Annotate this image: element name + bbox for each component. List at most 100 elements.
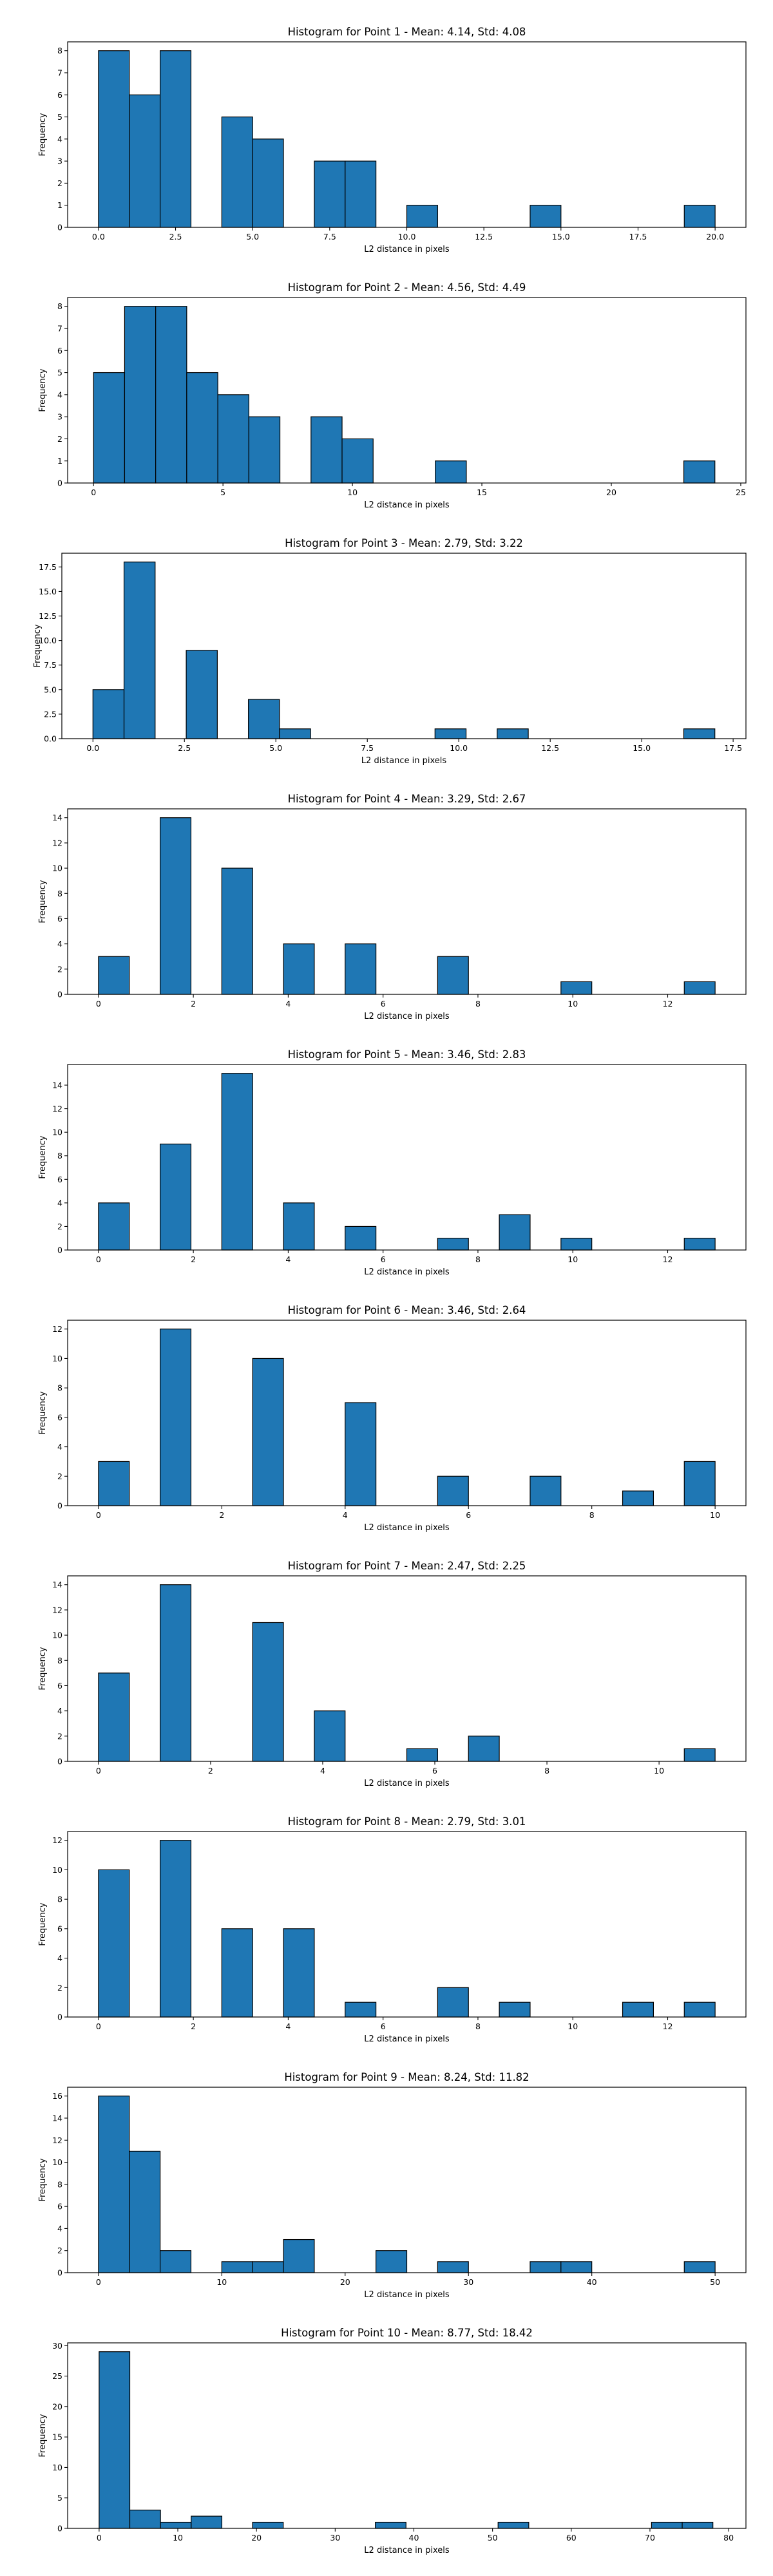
x-tick-label: 2.5 (178, 743, 191, 753)
y-axis-label: Frequency (38, 1647, 48, 1690)
x-tick-label: 8 (589, 1510, 595, 1520)
x-tick-label: 20 (606, 488, 616, 497)
histogram-bar (99, 2351, 131, 2529)
x-tick-label: 5.0 (246, 232, 259, 242)
x-tick-label: 0 (96, 1255, 101, 1264)
histogram-bar (499, 2002, 531, 2018)
y-tick-label: 2 (57, 1983, 62, 1993)
x-tick-label: 2 (191, 2022, 196, 2031)
x-axis-label: L2 distance in pixels (364, 2290, 450, 2300)
y-tick-label: 2 (57, 1472, 62, 1481)
histogram-bar (186, 372, 218, 484)
chart-title: Histogram for Point 6 - Mean: 3.46, Std:… (288, 1304, 526, 1316)
histogram-bar (221, 2261, 253, 2273)
x-tick-label: 6 (381, 1255, 386, 1264)
x-axis-label: L2 distance in pixels (364, 500, 450, 510)
x-tick-label: 5.0 (269, 743, 282, 753)
y-axis-label: Frequency (38, 2414, 48, 2457)
x-axis-label: L2 distance in pixels (364, 1012, 450, 1021)
chart-title: Histogram for Point 1 - Mean: 4.14, Std:… (288, 26, 526, 38)
x-tick-label: 10 (216, 2277, 227, 2287)
x-tick-label: 4 (343, 1510, 348, 1520)
x-tick-label: 5 (220, 488, 225, 497)
histogram-bar (221, 116, 253, 228)
histogram-bar (159, 2250, 192, 2273)
x-tick-label: 70 (645, 2533, 655, 2543)
y-axis-label: Frequency (38, 2158, 48, 2201)
x-tick-label: 25 (736, 488, 746, 497)
x-axis-label: L2 distance in pixels (364, 2034, 450, 2044)
y-tick-label: 5 (57, 368, 62, 377)
y-tick-label: 4 (57, 134, 62, 144)
y-tick-label: 4 (57, 390, 62, 399)
histogram-bar (252, 1622, 284, 1762)
y-tick-label: 2 (57, 1222, 62, 1231)
histogram-bar (437, 1475, 469, 1506)
y-tick-label: 10 (52, 1354, 62, 1363)
x-tick-label: 20.0 (706, 232, 724, 242)
y-tick-label: 8 (57, 889, 62, 898)
x-tick-label: 40 (587, 2277, 597, 2287)
y-tick-label: 3 (57, 412, 62, 422)
y-tick-label: 6 (57, 90, 62, 100)
histogram-bar (560, 1238, 593, 1251)
y-tick-label: 0 (57, 2268, 62, 2278)
histogram-panel-9: Histogram for Point 9 - Mean: 8.24, Std:… (38, 2071, 747, 2300)
histogram-bar (159, 1840, 192, 2018)
histogram-bar (124, 306, 157, 484)
chart-title: Histogram for Point 3 - Mean: 2.79, Std:… (285, 537, 523, 549)
x-tick-label: 0.0 (92, 232, 105, 242)
y-tick-label: 8 (57, 301, 62, 311)
histogram-bar (530, 1475, 562, 1506)
histogram-panel-6: Histogram for Point 6 - Mean: 3.46, Std:… (38, 1304, 747, 1533)
x-tick-label: 12 (663, 999, 673, 1009)
plot-frame (67, 2342, 747, 2529)
x-tick-label: 4 (285, 999, 291, 1009)
y-axis-label: Frequency (38, 1391, 48, 1434)
histogram-bar (310, 416, 343, 484)
x-tick-label: 6 (381, 999, 386, 1009)
x-tick-label: 10 (710, 1510, 720, 1520)
y-tick-label: 7 (57, 68, 62, 78)
histogram-bar (252, 138, 284, 228)
y-tick-label: 0 (57, 478, 62, 488)
x-axis-label: L2 distance in pixels (364, 2546, 450, 2555)
histogram-bar (345, 943, 377, 995)
y-tick-label: 17.5 (39, 562, 57, 572)
plot-frame (67, 1064, 747, 1251)
histogram-bar (283, 1928, 315, 2018)
y-tick-label: 8 (57, 1656, 62, 1665)
x-tick-label: 8 (475, 1255, 481, 1264)
x-tick-label: 17.5 (629, 232, 647, 242)
x-tick-label: 10 (173, 2533, 183, 2543)
histogram-bar (376, 2250, 408, 2273)
histogram-bar (497, 728, 529, 739)
histogram-bar (530, 205, 562, 228)
histogram-bar (221, 867, 253, 995)
histogram-bar (129, 2510, 161, 2529)
y-tick-label: 0 (57, 2524, 62, 2533)
x-axis-label: L2 distance in pixels (364, 1523, 450, 1533)
x-tick-label: 15.0 (633, 743, 651, 753)
y-tick-label: 4 (57, 2224, 62, 2233)
histogram-bar (283, 2239, 315, 2273)
y-tick-label: 12.5 (39, 611, 57, 621)
histogram-bar (406, 205, 438, 228)
histogram-bar (406, 1748, 438, 1762)
x-tick-label: 10.0 (398, 232, 416, 242)
chart-title: Histogram for Point 8 - Mean: 2.79, Std:… (288, 1815, 526, 1828)
x-tick-label: 6 (432, 1766, 437, 1776)
y-tick-label: 10 (52, 864, 62, 873)
plot-frame (67, 297, 747, 484)
x-tick-label: 2 (191, 999, 196, 1009)
y-tick-label: 0 (57, 2012, 62, 2022)
x-tick-label: 10 (568, 1255, 578, 1264)
x-tick-label: 10 (568, 999, 578, 1009)
x-tick-label: 4 (320, 1766, 325, 1776)
histogram-panel-8: Histogram for Point 8 - Mean: 2.79, Std:… (38, 1815, 747, 2044)
y-tick-label: 2 (57, 964, 62, 974)
histogram-panel-2: Histogram for Point 2 - Mean: 4.56, Std:… (38, 281, 747, 510)
y-tick-label: 30 (52, 2341, 62, 2351)
x-tick-label: 80 (723, 2533, 734, 2543)
y-tick-label: 2 (57, 178, 62, 188)
